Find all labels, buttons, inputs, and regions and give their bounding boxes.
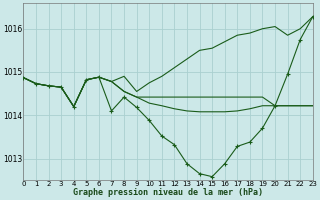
- X-axis label: Graphe pression niveau de la mer (hPa): Graphe pression niveau de la mer (hPa): [73, 188, 263, 197]
